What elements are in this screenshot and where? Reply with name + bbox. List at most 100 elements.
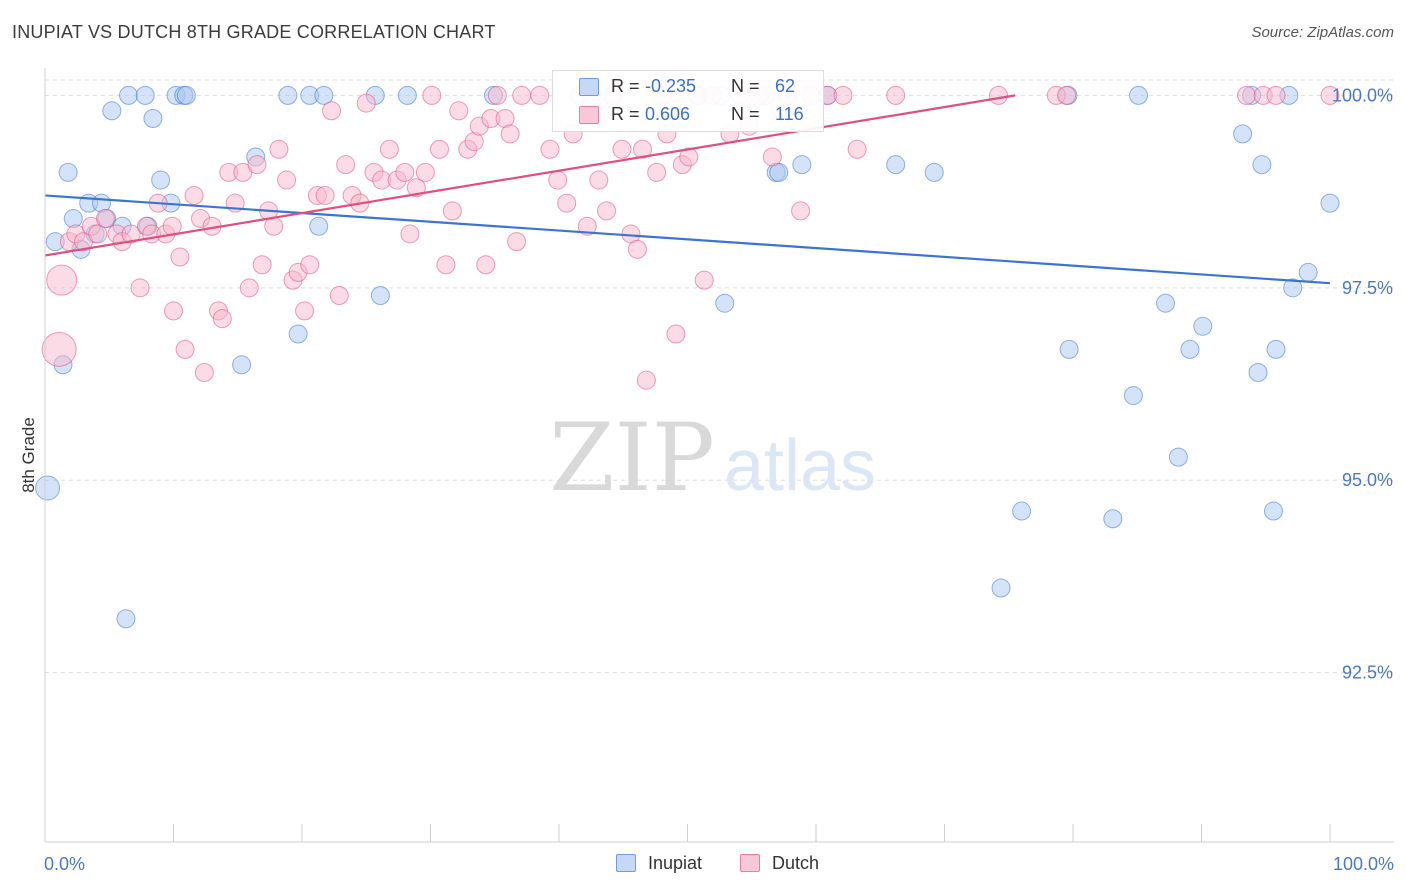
dutch-point — [422, 85, 442, 105]
legend-n-label: N = — [731, 104, 760, 124]
y-tick-label: 97.5% — [1342, 278, 1393, 298]
inupiat-trend-line — [44, 194, 1331, 285]
dutch-point — [315, 185, 335, 205]
dutch-point — [589, 170, 609, 190]
inupiat-swatch — [616, 854, 636, 872]
inupiat-point — [102, 101, 122, 121]
dutch-point — [679, 147, 699, 167]
dutch-point — [666, 324, 686, 344]
inupiat-point — [1103, 509, 1123, 529]
dutch-point — [512, 85, 532, 105]
dutch-point — [500, 124, 520, 144]
legend-n-value: 116 — [775, 104, 804, 124]
series-legend: Inupiat Dutch — [0, 852, 1406, 878]
inupiat-point — [1180, 339, 1200, 359]
dutch-point — [269, 139, 289, 159]
dutch-point — [212, 309, 232, 329]
inupiat-point — [715, 293, 735, 313]
inupiat-point — [1252, 155, 1272, 175]
dutch-point — [449, 101, 469, 121]
dutch-point — [1266, 85, 1286, 105]
watermark-atlas: atlas — [724, 426, 876, 506]
dutch-point — [633, 139, 653, 159]
y-tick-label: 92.5% — [1342, 663, 1393, 683]
inupiat-point — [135, 85, 155, 105]
legend-n-label: N = — [731, 76, 760, 96]
dutch-point — [548, 170, 568, 190]
inupiat-point — [1266, 339, 1286, 359]
inupiat-point — [792, 155, 812, 175]
inupiat-point — [1283, 278, 1303, 298]
dutch-point — [329, 286, 349, 306]
legend-label: Inupiat — [648, 853, 703, 873]
dutch-point — [184, 185, 204, 205]
legend-r-label: R = — [611, 104, 640, 124]
dutch-point — [647, 162, 667, 182]
dutch-point — [264, 216, 284, 236]
legend-row-inupiat: R = -0.235 N = 62 — [553, 73, 823, 101]
dutch-point — [577, 216, 597, 236]
inupiat-point — [58, 162, 78, 182]
inupiat-point — [1168, 447, 1188, 467]
watermark-zip: ZIP — [549, 404, 715, 513]
dutch-point — [300, 255, 320, 275]
dutch-point — [694, 270, 714, 290]
source-label: Source: ZipAtlas.com — [1251, 24, 1394, 41]
inupiat-point — [1156, 293, 1176, 313]
dutch-point — [247, 155, 267, 175]
trend-layer — [44, 94, 1331, 285]
dutch-point — [507, 232, 527, 252]
dutch-point — [322, 101, 342, 121]
y-axis-title: 8th Grade — [19, 417, 38, 493]
legend-label: Dutch — [772, 853, 820, 873]
dutch-point — [95, 209, 115, 229]
dutch-swatch — [579, 106, 599, 124]
x-tick-label: 100.0% — [1333, 854, 1394, 874]
dutch-point — [277, 170, 297, 190]
dutch-point — [540, 139, 560, 159]
y-tick-label: 100.0% — [1332, 85, 1393, 105]
inupiat-point — [1193, 316, 1213, 336]
inupiat-point — [924, 162, 944, 182]
x-tick-label: 0.0% — [44, 854, 85, 874]
inupiat-point — [116, 609, 136, 629]
inupiat-point — [1263, 501, 1283, 521]
inupiat-point — [1059, 339, 1079, 359]
dutch-swatch — [740, 854, 760, 872]
dutch-point — [46, 264, 78, 296]
dutch-point — [487, 85, 507, 105]
dutch-point — [379, 139, 399, 159]
inupiat-point — [1129, 85, 1149, 105]
dutch-trend-line — [44, 94, 1016, 257]
inupiat-point — [35, 475, 61, 501]
dutch-point — [164, 301, 183, 321]
inupiat-point — [1012, 501, 1032, 521]
inupiat-point — [991, 578, 1011, 598]
dutch-point — [1320, 85, 1340, 105]
legend-row-dutch: R = 0.606 N = 116 — [553, 101, 823, 129]
dutch-point — [627, 239, 647, 259]
stats-legend: R = -0.235 N = 62 R = 0.606 N = 116 — [552, 70, 824, 132]
points-layer — [35, 85, 1340, 629]
dutch-point — [252, 255, 272, 275]
chart-title: INUPIAT VS DUTCH 8TH GRADE CORRELATION C… — [12, 22, 496, 42]
inupiat-point — [288, 324, 308, 344]
inupiat-point — [119, 85, 139, 105]
dutch-point — [1236, 85, 1256, 105]
dutch-point — [597, 201, 617, 221]
dutch-point — [557, 193, 577, 213]
dutch-point — [636, 370, 656, 390]
inupiat-point — [176, 85, 196, 105]
dutch-point — [175, 339, 195, 359]
dutch-point — [239, 278, 259, 298]
dutch-point — [395, 162, 415, 182]
dutch-point — [400, 224, 420, 244]
inupiat-point — [1298, 262, 1318, 282]
dutch-point — [130, 278, 150, 298]
inupiat-point — [314, 85, 334, 105]
dutch-point — [88, 224, 108, 244]
dutch-point — [530, 85, 550, 105]
dutch-point — [121, 224, 141, 244]
dutch-point — [356, 93, 376, 113]
